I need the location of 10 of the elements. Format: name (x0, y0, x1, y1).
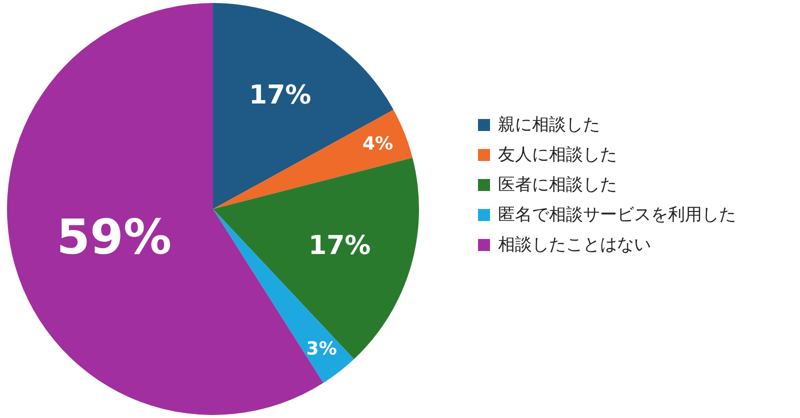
legend-label: 親に相談した (498, 115, 600, 135)
data-label: 59% (56, 210, 172, 266)
data-label: 3% (306, 338, 337, 360)
legend-label: 友人に相談した (498, 145, 617, 165)
legend-label: 相談したことはない (498, 235, 651, 255)
data-label: 17% (308, 230, 371, 261)
data-label: 17% (248, 80, 312, 111)
legend-label: 医者に相談した (498, 175, 617, 195)
data-label: 4% (362, 133, 393, 154)
legend-label: 匿名で相談サービスを利用した (498, 205, 736, 225)
